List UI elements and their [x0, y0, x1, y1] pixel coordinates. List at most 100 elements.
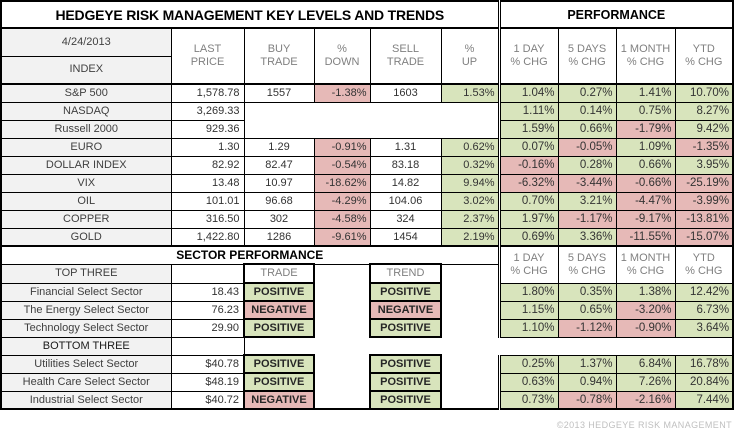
main-title: HEDGEYE RISK MANAGEMENT KEY LEVELS AND T… [0, 0, 500, 29]
perf-1day: 0.70% [497, 191, 559, 211]
sector-row: Health Care Select Sector $48.19 POSITIVE P… [0, 372, 734, 392]
perf-1month: -2.16% [615, 390, 676, 410]
pct-up: 0.62% [440, 137, 500, 157]
perf-ytd: 3.95% [674, 155, 734, 175]
index-name: NASDAQ [0, 101, 172, 121]
gap-cell [370, 337, 441, 355]
sector-title-row: SECTOR PERFORMANCE 1 DAY % CHG 5 DAYS % … [0, 245, 734, 284]
sector-price: 18.43 [170, 282, 245, 302]
perf-5days: 0.94% [557, 372, 617, 392]
bottom-three-rows: Utilities Select Sector $40.78 POSITIVE POS… [0, 354, 734, 410]
perf-1day: 1.04% [497, 83, 559, 103]
trend-rating: POSITIVE [369, 354, 442, 374]
sell-trade: 1.31 [369, 137, 442, 157]
sell-trade: 324 [369, 209, 442, 229]
perf-5days: -3.44% [557, 173, 617, 193]
index-name: DOLLAR INDEX [0, 155, 172, 175]
gap-cell [441, 337, 499, 355]
last-price: 3,269.33 [170, 101, 245, 121]
sector-price: $40.78 [170, 354, 245, 374]
key-levels-table: HEDGEYE RISK MANAGEMENT KEY LEVELS AND T… [0, 0, 734, 410]
gap-cell [441, 355, 499, 373]
sector-name: The Energy Select Sector [0, 300, 172, 320]
pct-down: -1.38% [313, 83, 371, 103]
pct-up: 3.02% [440, 191, 500, 211]
sector-col-header-5days: 5 DAYS % CHG [557, 245, 617, 284]
perf-1month: 0.66% [615, 155, 676, 175]
trade-rating: POSITIVE [243, 318, 315, 338]
col-header-buy-trade: BUY TRADE [243, 27, 315, 85]
perf-ytd: -25.19% [674, 173, 734, 193]
col-header-5days: 5 DAYS % CHG [557, 27, 617, 85]
sell-trade: 14.82 [369, 173, 442, 193]
last-price: 1,422.80 [170, 227, 245, 247]
perf-1month: -4.47% [615, 191, 676, 211]
buy-trade: 96.68 [243, 191, 315, 211]
gap-cell [675, 337, 734, 355]
gap-cell [558, 337, 616, 355]
sell-trade: 1454 [369, 227, 442, 247]
perf-1month: -3.20% [615, 300, 676, 320]
perf-1month: -11.55% [615, 227, 676, 247]
perf-5days: 3.21% [557, 191, 617, 211]
trade-rating: NEGATIVE [243, 300, 315, 320]
perf-ytd: -15.07% [674, 227, 734, 247]
bottom-three-header-row: BOTTOM THREE [0, 336, 734, 356]
title-row: HEDGEYE RISK MANAGEMENT KEY LEVELS AND T… [0, 0, 734, 29]
index-header-row: INDEX [0, 55, 733, 85]
index-name: COPPER [0, 209, 172, 229]
sector-name: Industrial Select Sector [0, 390, 172, 410]
perf-ytd: 10.70% [674, 83, 734, 103]
column-header-row: 4/24/2013 LAST PRICE BUY TRADE % DOWN SE… [0, 27, 734, 85]
trade-col-header: TRADE [243, 263, 315, 284]
sector-row: Industrial Select Sector $40.72 NEGATIVE PO… [0, 390, 734, 410]
col-header-pct-up: % UP [440, 27, 500, 85]
sector-row: Financial Select Sector 18.43 POSITIVE POSI… [0, 282, 734, 302]
col-header-sell-trade: SELL TRADE [369, 27, 442, 85]
buy-trade: 302 [243, 209, 315, 229]
sell-trade: 1603 [369, 83, 442, 103]
sector-price: 29.90 [170, 318, 245, 338]
pct-up: 2.19% [440, 227, 500, 247]
perf-5days: 0.35% [557, 282, 617, 302]
gap-cell [441, 264, 499, 283]
sector-name: Utilities Select Sector [0, 354, 172, 374]
index-name: GOLD [0, 227, 172, 247]
gap-cell [441, 283, 499, 301]
perf-ytd: -13.81% [674, 209, 734, 229]
perf-1day: 1.80% [497, 282, 559, 302]
col-header-1day: 1 DAY % CHG [497, 27, 559, 85]
perf-ytd: 7.44% [674, 390, 734, 410]
sector-name: Financial Select Sector [0, 282, 172, 302]
pct-up: 9.94% [440, 173, 500, 193]
table-head: HEDGEYE RISK MANAGEMENT KEY LEVELS AND T… [0, 0, 734, 85]
sector-row: Technology Select Sector 29.90 POSITIVE POS… [0, 318, 734, 338]
bottom-three-header: BOTTOM THREE [0, 336, 734, 356]
index-row: GOLD 1,422.80 1286 -9.61% 1454 2.19% 0.69% 3.36… [0, 227, 734, 247]
last-price: 929.36 [170, 119, 245, 139]
top-three-rows: Financial Select Sector 18.43 POSITIVE POSI… [0, 282, 734, 338]
perf-1day: 0.69% [497, 227, 559, 247]
gap-cell [314, 301, 370, 319]
pct-up: 0.32% [440, 155, 500, 175]
col-header-index: INDEX [0, 55, 172, 85]
perf-1day: 0.73% [497, 390, 559, 410]
buy-trade: 1557 [243, 83, 315, 103]
trade-rating: NEGATIVE [243, 390, 315, 410]
gap-cell [314, 373, 370, 391]
gap-cell [244, 337, 314, 355]
index-row: Russell 2000 929.36 1.59% 0.66% -1.79% 9.42% [0, 119, 734, 139]
perf-1month: 6.84% [615, 354, 676, 374]
perf-1day: 1.97% [497, 209, 559, 229]
perf-5days: 0.28% [557, 155, 617, 175]
last-price: 1.30 [170, 137, 245, 157]
index-name: S&P 500 [0, 83, 172, 103]
col-header-1month: 1 MONTH % CHG [615, 27, 676, 85]
col-header-ytd: YTD % CHG [674, 27, 734, 85]
pct-up: 2.37% [440, 209, 500, 229]
sector-col-header-ytd: YTD % CHG [674, 245, 734, 284]
gap-cell [314, 319, 370, 337]
perf-1day: -0.16% [497, 155, 559, 175]
buy-trade: 82.47 [243, 155, 315, 175]
